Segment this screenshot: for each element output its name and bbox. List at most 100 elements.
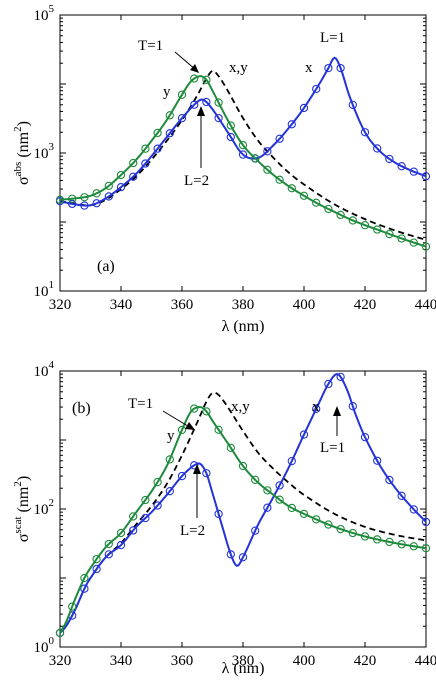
marker-b-y <box>116 528 126 538</box>
marker-b-x <box>214 509 223 519</box>
marker-a-y <box>312 198 321 207</box>
marker-b-y <box>214 425 223 434</box>
annotation-a-l2: L=2 <box>184 173 209 189</box>
marker-b-x <box>202 469 211 478</box>
y-axis-title-b-unit-sup: 2 <box>12 481 24 487</box>
arrowhead-a-t1 <box>190 64 199 73</box>
marker-a-x <box>177 113 187 123</box>
marker-a-x <box>348 100 357 109</box>
panel-a: 320 340 360 380 400 420 440 101 103 105 λ (nm) σ… <box>12 3 436 335</box>
marker-a-y <box>129 158 138 168</box>
marker-b-y <box>348 528 357 538</box>
x-tick-labels-a: 320 340 360 380 400 420 440 <box>49 297 436 313</box>
x-tick-label-a-380: 380 <box>232 297 255 313</box>
marker-b-y <box>360 532 370 541</box>
annotation-a-t1: T=1 <box>138 38 163 54</box>
series-b <box>55 372 431 638</box>
marker-a-y <box>68 194 77 203</box>
y-axis-title-b-main: σ <box>15 533 32 542</box>
marker-b-x <box>409 505 418 514</box>
marker-b-y <box>92 554 101 564</box>
marker-b-x <box>360 432 370 442</box>
x-tick-label-a-400: 400 <box>293 297 316 313</box>
marker-b-x <box>312 404 321 413</box>
marker-b-x <box>165 487 174 496</box>
marker-a-x <box>397 162 406 171</box>
x-tick-label-a-440: 440 <box>415 297 436 313</box>
marker-b-y <box>385 537 394 547</box>
y-tick-label-b-1: 100 <box>34 635 55 656</box>
marker-b-x <box>275 481 284 490</box>
y-tick-label-a-10: 101 <box>34 279 55 300</box>
x-axis-title-a: λ (nm) <box>222 318 265 335</box>
y-axis-title-a: σabs (nm2) <box>12 121 32 185</box>
marker-b-x <box>421 517 431 527</box>
marker-b-x <box>238 553 248 562</box>
y-axis-title-b-sup: scat <box>12 516 24 533</box>
marker-b-x <box>104 550 113 559</box>
marker-b-x <box>348 402 357 411</box>
annotation-a-y: y <box>163 84 171 100</box>
marker-b-y <box>141 495 150 505</box>
marker-b-x <box>92 564 101 574</box>
marker-a-x <box>190 100 199 109</box>
marker-b-y <box>397 540 406 549</box>
x-tick-label-b-360: 360 <box>171 653 194 669</box>
marker-b-y <box>275 495 284 504</box>
marker-b-y <box>177 425 187 435</box>
marker-b-y <box>238 461 248 471</box>
marker-b-y <box>336 524 345 534</box>
marker-a-y <box>263 165 272 174</box>
marker-a-x <box>68 199 77 209</box>
marker-a-y <box>80 193 89 202</box>
marker-b-x <box>251 526 260 535</box>
y-axis-title-a-sup: abs <box>12 162 24 177</box>
x-tick-labels-b: 320 340 360 380 400 420 440 <box>49 653 436 669</box>
series-line-b-x-y <box>59 391 427 634</box>
x-axis-title-b: λ (nm) <box>222 660 265 677</box>
x-tick-label-b-400: 400 <box>293 653 316 669</box>
marker-b-y <box>190 404 199 413</box>
marker-a-x <box>299 103 309 113</box>
marker-a-y <box>360 221 370 230</box>
y-tick-label-b-10000: 104 <box>34 359 55 380</box>
x-tick-label-b-420: 420 <box>354 653 377 669</box>
marker-b-y <box>263 486 272 495</box>
x-tick-label-b-320: 320 <box>49 653 72 669</box>
marker-b-x <box>141 513 150 523</box>
annotation-b-x: x <box>312 399 320 415</box>
marker-a-x <box>421 172 431 181</box>
panel-label-b: (b) <box>72 400 91 417</box>
marker-a-y <box>251 154 260 163</box>
arrowhead-b-l1 <box>333 406 341 416</box>
marker-a-x <box>263 147 272 156</box>
marker-a-y <box>397 234 406 243</box>
marker-b-x <box>116 540 126 550</box>
marker-b-y <box>68 602 77 611</box>
marker-a-y <box>324 204 333 214</box>
marker-b-x <box>324 379 333 389</box>
plot-frame-a <box>59 14 427 292</box>
arrowhead-a-l2 <box>197 106 205 116</box>
marker-b-y <box>80 573 89 583</box>
marker-a-y <box>287 184 296 193</box>
marker-b-x <box>226 550 235 559</box>
marker-b-y <box>165 455 174 464</box>
marker-a-x <box>324 63 333 73</box>
annotation-b-l2: L=2 <box>180 523 205 539</box>
series-line-b-y <box>59 406 427 634</box>
marker-a-y <box>385 229 394 239</box>
marker-b-y <box>324 520 333 529</box>
series-a <box>55 56 431 251</box>
series-line-a-x <box>59 56 427 207</box>
marker-a-x <box>409 167 418 176</box>
marker-a-y <box>226 121 235 130</box>
marker-b-y <box>312 515 321 524</box>
marker-a-y <box>299 191 309 200</box>
marker-a-x <box>116 182 126 192</box>
y-tick-label-a-1000: 103 <box>34 141 55 162</box>
marker-b-y <box>251 475 260 484</box>
marker-b-y <box>287 503 296 513</box>
annotation-b-y: y <box>167 428 175 444</box>
x-tick-label-b-340: 340 <box>110 653 133 669</box>
